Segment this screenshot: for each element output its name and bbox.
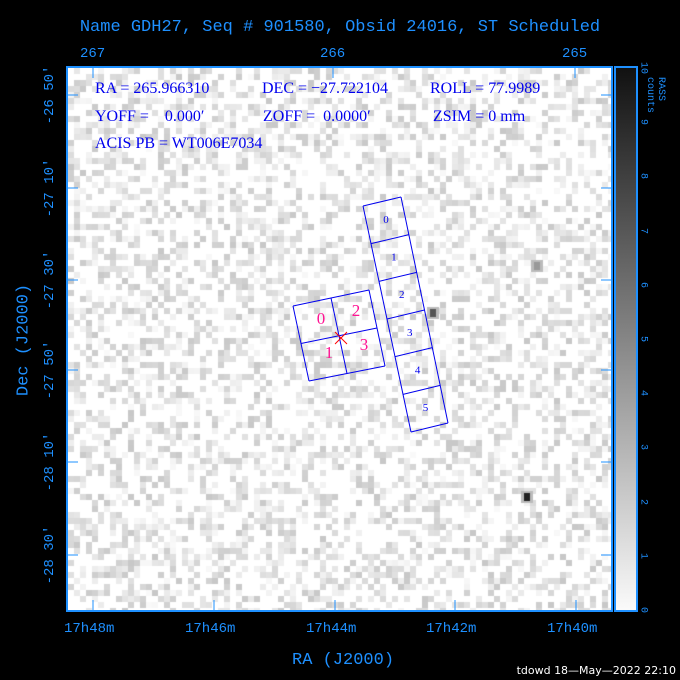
acis-s-divider: [394, 347, 433, 358]
dec-tick-label: -28 30': [42, 525, 58, 585]
acis-s-chip-label: 2: [399, 289, 405, 301]
ra-readout: RA = 265.966310: [95, 80, 210, 97]
dec-tick-label: -27 50': [42, 340, 58, 400]
bottom-tick-label: 17h44m: [306, 621, 357, 637]
colorbar-tick-label: 0: [637, 606, 649, 614]
bottom-tick-label: 17h46m: [185, 621, 236, 637]
dec-tick-label: -26 50': [42, 65, 58, 125]
acis-s-divider: [402, 384, 441, 395]
colorbar-tick-label: 8: [637, 173, 649, 180]
acis-pb-readout: ACIS PB = WT006E7034: [95, 135, 263, 152]
top-tick-label: 267: [80, 46, 106, 62]
acis-s-divider: [386, 309, 425, 320]
zsim-readout: ZSIM = 0 mm: [433, 108, 526, 125]
acis-s-chip-label: 0: [383, 214, 389, 226]
acis-s-chip-label: 3: [407, 327, 413, 339]
aimpoint-marker: [334, 331, 348, 345]
dec-tick-label: -27 30': [42, 250, 58, 310]
roll-readout: ROLL = 77.9989: [430, 80, 541, 97]
zoff-readout: ZOFF = 0.0000′: [263, 108, 371, 125]
sky-image: 0 2 1 3 0 1 2 3 4 5: [66, 66, 613, 612]
colorbar-tick-label: 3: [637, 444, 649, 451]
colorbar-tick-label: 5: [637, 335, 649, 343]
acis-i-chip-label: 0: [317, 309, 326, 328]
acis-s-chip-label: 4: [415, 365, 421, 377]
dec-readout: DEC = −27.722104: [262, 80, 389, 97]
x-axis-title: RA (J2000): [292, 651, 395, 670]
bottom-tick-label: 17h42m: [426, 621, 477, 637]
bottom-tick-label: 17h40m: [547, 621, 598, 637]
colorbar-tick-label: 6: [637, 281, 649, 288]
acis-s-border: [410, 422, 449, 433]
colorbar-label: RASS counts: [644, 77, 666, 114]
colorbar-tick-label: 9: [637, 119, 649, 126]
colorbar-tick-label: 10: [637, 61, 649, 75]
acis-s-chip-label: 1: [391, 252, 397, 264]
dec-tick-label: -27 10': [42, 158, 58, 218]
acis-s-chip-label: 5: [423, 402, 429, 414]
y-axis-title: Dec (J2000): [14, 283, 34, 397]
colorbar: [614, 66, 638, 612]
acis-s-divider: [378, 271, 417, 282]
acis-i-chip-label: 2: [352, 301, 361, 320]
top-tick-label: 266: [320, 46, 346, 62]
top-tick-label: 265: [562, 46, 588, 62]
dec-tick-label: -28 10': [42, 432, 58, 492]
acis-i-chip-label: 3: [360, 335, 369, 354]
colorbar-tick-label: 1: [637, 552, 649, 559]
colorbar-tick-label: 2: [637, 498, 649, 505]
acis-s-divider: [370, 234, 409, 245]
bottom-tick-label: 17h48m: [64, 621, 115, 637]
colorbar-tick-label: 7: [637, 227, 649, 234]
acis-i-chip-label: 1: [325, 343, 334, 362]
yoff-readout: YOFF = 0.000′: [95, 108, 205, 125]
acis-s-border: [362, 196, 402, 207]
colorbar-tick-label: 4: [637, 390, 649, 397]
plot-title: Name GDH27, Seq # 901580, Obsid 24016, S…: [79, 18, 601, 37]
footer-credit: tdowd 18—May—2022 22:10: [516, 664, 676, 677]
chip-overlay: 0 2 1 3 0 1 2 3 4 5: [68, 68, 611, 610]
